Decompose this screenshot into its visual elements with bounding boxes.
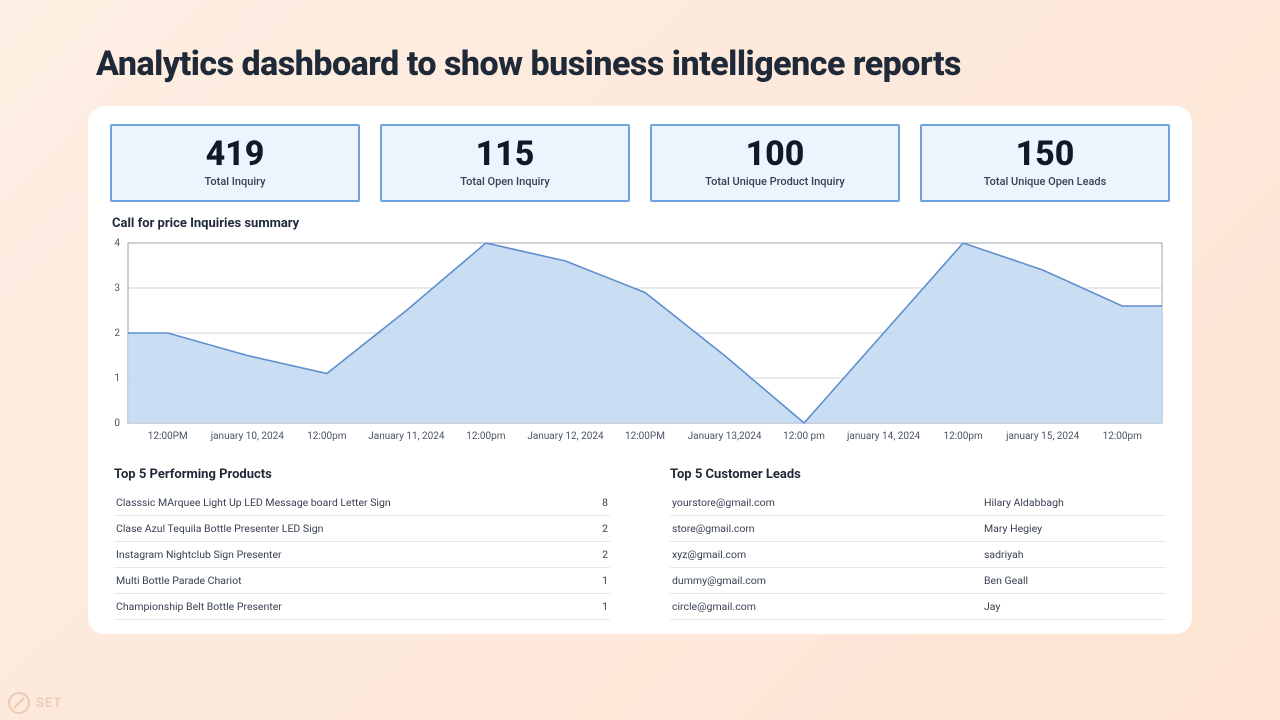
svg-text:1: 1 — [114, 373, 120, 384]
lead-name: Mary Hegiey — [984, 522, 1164, 535]
lead-email: circle@gmail.com — [672, 600, 984, 613]
lead-email: xyz@gmail.com — [672, 548, 984, 561]
lead-row: yourstore@gmail.comHilary Aldabbagh — [670, 490, 1166, 516]
chart-title: Call for price Inquiries summary — [112, 216, 1170, 231]
product-name: Championship Belt Bottle Presenter — [116, 600, 282, 613]
lists-row: Top 5 Performing Products Classsic MArqu… — [110, 467, 1170, 620]
product-name: Classsic MArquee Light Up LED Message bo… — [116, 496, 391, 509]
lead-email: yourstore@gmail.com — [672, 496, 984, 509]
product-name: Multi Bottle Parade Chariot — [116, 574, 242, 587]
lead-row: circle@gmail.comJay — [670, 594, 1166, 620]
kpi-label: Total Inquiry — [122, 175, 348, 188]
lead-row: dummy@gmail.comBen Geall — [670, 568, 1166, 594]
top-leads-title: Top 5 Customer Leads — [670, 467, 1166, 482]
page-title: Analytics dashboard to show business int… — [0, 0, 1280, 106]
product-count: 2 — [602, 522, 608, 535]
svg-text:12:00PM: 12:00PM — [148, 431, 188, 442]
kpi-value: 419 — [122, 136, 348, 173]
svg-text:january 10, 2024: january 10, 2024 — [210, 431, 285, 442]
lead-name: Ben Geall — [984, 574, 1164, 587]
lead-name: Hilary Aldabbagh — [984, 496, 1164, 509]
watermark-icon — [8, 692, 30, 714]
lead-row: xyz@gmail.comsadriyah — [670, 542, 1166, 568]
product-count: 1 — [602, 600, 608, 613]
svg-text:12:00PM: 12:00PM — [625, 431, 665, 442]
svg-text:12:00 pm: 12:00 pm — [783, 431, 825, 442]
top-leads: Top 5 Customer Leads yourstore@gmail.com… — [670, 467, 1166, 620]
kpi-total-inquiry: 419 Total Inquiry — [110, 124, 360, 202]
svg-text:January 11, 2024: January 11, 2024 — [368, 431, 445, 442]
product-row: Championship Belt Bottle Presenter 1 — [114, 594, 610, 620]
top-products-title: Top 5 Performing Products — [114, 467, 610, 482]
kpi-label: Total Unique Open Leads — [932, 175, 1158, 188]
kpi-label: Total Open Inquiry — [392, 175, 618, 188]
svg-text:12:00pm: 12:00pm — [466, 431, 506, 442]
svg-text:January 13,2024: January 13,2024 — [688, 431, 762, 442]
svg-text:January 12, 2024: January 12, 2024 — [527, 431, 604, 442]
kpi-value: 100 — [662, 136, 888, 173]
top-products: Top 5 Performing Products Classsic MArqu… — [114, 467, 610, 620]
product-name: Clase Azul Tequila Bottle Presenter LED … — [116, 522, 323, 535]
product-count: 8 — [602, 496, 608, 509]
area-chart: 0 1 2 3 4 12:00PM january 10, 2024 12:00pm Janua… — [110, 237, 1170, 449]
product-row: Instagram Nightclub Sign Presenter 2 — [114, 542, 610, 568]
product-row: Classsic MArquee Light Up LED Message bo… — [114, 490, 610, 516]
lead-email: store@gmail.com — [672, 522, 984, 535]
svg-text:3: 3 — [114, 283, 120, 294]
svg-text:january 14, 2024: january 14, 2024 — [846, 431, 921, 442]
svg-text:12:00pm: 12:00pm — [944, 431, 984, 442]
dashboard-card: 419 Total Inquiry 115 Total Open Inquiry… — [88, 106, 1192, 634]
kpi-total-open-inquiry: 115 Total Open Inquiry — [380, 124, 630, 202]
kpi-value: 115 — [392, 136, 618, 173]
svg-text:0: 0 — [114, 418, 120, 429]
svg-text:12:00pm: 12:00pm — [1103, 431, 1143, 442]
product-count: 1 — [602, 574, 608, 587]
lead-row: store@gmail.comMary Hegiey — [670, 516, 1166, 542]
product-count: 2 — [602, 548, 608, 561]
kpi-total-unique-open-leads: 150 Total Unique Open Leads — [920, 124, 1170, 202]
watermark: SET — [8, 692, 62, 714]
kpi-label: Total Unique Product Inquiry — [662, 175, 888, 188]
kpi-row: 419 Total Inquiry 115 Total Open Inquiry… — [110, 124, 1170, 202]
product-row: Clase Azul Tequila Bottle Presenter LED … — [114, 516, 610, 542]
lead-email: dummy@gmail.com — [672, 574, 984, 587]
svg-text:4: 4 — [114, 238, 120, 249]
product-row: Multi Bottle Parade Chariot 1 — [114, 568, 610, 594]
chart-svg: 0 1 2 3 4 12:00PM january 10, 2024 12:00pm Janua… — [110, 237, 1170, 449]
kpi-total-unique-product-inquiry: 100 Total Unique Product Inquiry — [650, 124, 900, 202]
kpi-value: 150 — [932, 136, 1158, 173]
svg-text:12:00pm: 12:00pm — [307, 431, 347, 442]
svg-text:2: 2 — [114, 328, 120, 339]
lead-name: Jay — [984, 600, 1164, 613]
watermark-text: SET — [36, 696, 62, 711]
svg-text:january 15, 2024: january 15, 2024 — [1005, 431, 1080, 442]
product-name: Instagram Nightclub Sign Presenter — [116, 548, 282, 561]
lead-name: sadriyah — [984, 548, 1164, 561]
